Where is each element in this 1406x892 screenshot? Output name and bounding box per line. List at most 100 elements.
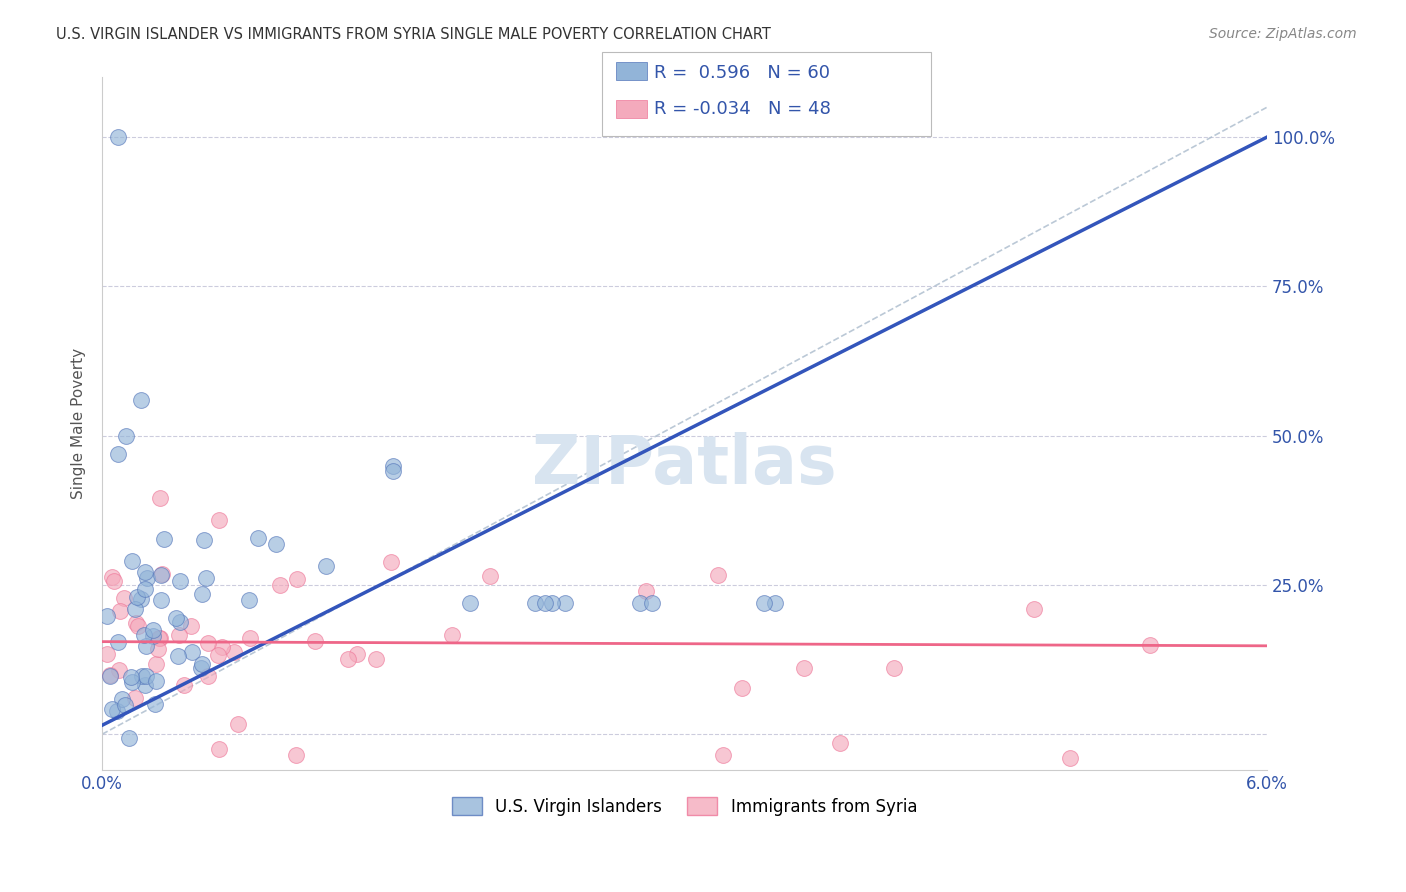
Point: [641, 596, 664, 610]
Point: [752, 596, 775, 610]
Point: [107, 634, 129, 648]
Point: [533, 596, 555, 610]
Point: [120, 670, 142, 684]
Point: [346, 647, 368, 661]
Point: [167, 648, 190, 663]
Point: [142, 623, 165, 637]
Point: [523, 596, 546, 610]
Point: [134, 565, 156, 579]
Point: [193, 533, 215, 547]
Point: [173, 678, 195, 692]
Point: [706, 568, 728, 582]
Point: [105, 704, 128, 718]
Point: [479, 569, 502, 583]
Point: [269, 578, 291, 592]
Point: [124, 691, 146, 706]
Point: [148, 631, 170, 645]
Point: [190, 587, 212, 601]
Point: [124, 602, 146, 616]
Point: [114, 428, 136, 442]
Point: [440, 628, 463, 642]
Point: [125, 590, 148, 604]
Point: [226, 717, 249, 731]
Y-axis label: Single Male Poverty: Single Male Poverty: [72, 348, 86, 500]
Point: [135, 669, 157, 683]
Point: [169, 574, 191, 589]
Point: [285, 572, 308, 586]
Point: [554, 596, 576, 610]
Point: [107, 130, 129, 145]
Point: [208, 513, 231, 527]
Point: [382, 464, 405, 478]
Point: [132, 628, 155, 642]
Point: [108, 604, 131, 618]
Point: [191, 657, 214, 671]
Point: [1022, 602, 1045, 616]
Point: [107, 446, 129, 460]
Text: ZIPatlas: ZIPatlas: [533, 433, 837, 499]
Point: [134, 582, 156, 596]
Point: [828, 736, 851, 750]
Point: [150, 566, 173, 581]
Point: [167, 628, 190, 642]
Point: [150, 593, 173, 607]
Point: [634, 583, 657, 598]
Point: [711, 747, 734, 762]
Point: [129, 392, 152, 407]
Point: [195, 572, 218, 586]
Text: U.S. VIRGIN ISLANDER VS IMMIGRANTS FROM SYRIA SINGLE MALE POVERTY CORRELATION CH: U.S. VIRGIN ISLANDER VS IMMIGRANTS FROM …: [56, 27, 770, 42]
Point: [222, 645, 245, 659]
Point: [247, 531, 270, 545]
Point: [108, 663, 131, 677]
Point: [238, 593, 260, 607]
Point: [731, 681, 754, 696]
Point: [208, 742, 231, 756]
Point: [150, 567, 173, 582]
Point: [149, 631, 172, 645]
Point: [197, 668, 219, 682]
Point: [153, 532, 176, 546]
Text: R =  0.596   N = 60: R = 0.596 N = 60: [654, 64, 830, 82]
Point: [98, 668, 121, 682]
Point: [285, 747, 308, 762]
Point: [145, 674, 167, 689]
Point: [127, 619, 149, 633]
Text: R = -0.034   N = 48: R = -0.034 N = 48: [654, 100, 831, 118]
Point: [190, 661, 212, 675]
Point: [239, 631, 262, 645]
Point: [135, 639, 157, 653]
Point: [165, 611, 187, 625]
Point: [121, 675, 143, 690]
Point: [197, 636, 219, 650]
Point: [96, 608, 118, 623]
Point: [148, 642, 170, 657]
Point: [112, 591, 135, 606]
Point: [103, 574, 125, 588]
Point: [337, 652, 360, 666]
Point: [129, 591, 152, 606]
Text: Source: ZipAtlas.com: Source: ZipAtlas.com: [1209, 27, 1357, 41]
Point: [100, 570, 122, 584]
Point: [1059, 751, 1081, 765]
Point: [98, 669, 121, 683]
Point: [180, 619, 202, 633]
Point: [211, 640, 233, 655]
Point: [883, 661, 905, 675]
Point: [382, 458, 405, 473]
Point: [145, 657, 167, 672]
Legend: U.S. Virgin Islanders, Immigrants from Syria: U.S. Virgin Islanders, Immigrants from S…: [444, 789, 925, 824]
Point: [180, 645, 202, 659]
Point: [793, 661, 815, 675]
Point: [207, 648, 229, 662]
Point: [96, 648, 118, 662]
Point: [149, 491, 172, 506]
Point: [315, 559, 337, 574]
Point: [628, 596, 651, 610]
Point: [540, 596, 562, 610]
Point: [125, 615, 148, 630]
Point: [121, 554, 143, 568]
Point: [1139, 638, 1161, 652]
Point: [143, 697, 166, 711]
Point: [100, 701, 122, 715]
Point: [118, 731, 141, 745]
